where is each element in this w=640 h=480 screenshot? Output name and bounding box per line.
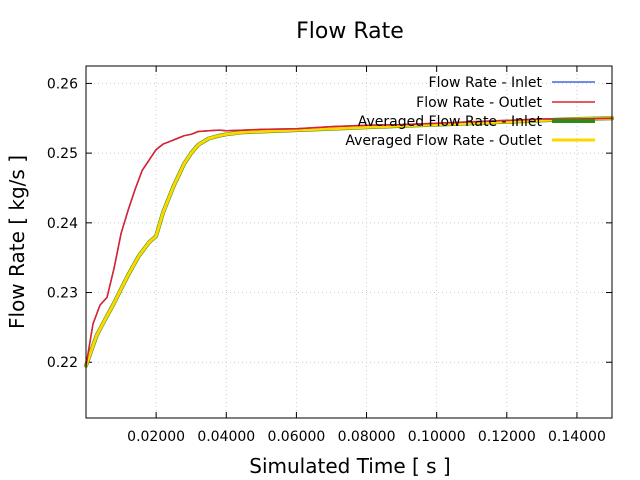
x-tick-label: 0.06000 bbox=[267, 429, 325, 445]
axis-ticks: 0.02000 0.04000 0.06000 0.08000 0.10000 0.120… bbox=[47, 66, 612, 445]
legend-label: Averaged Flow Rate - Inlet bbox=[358, 114, 543, 130]
x-tick-label: 0.04000 bbox=[197, 429, 255, 445]
series-line-3 bbox=[84, 116, 614, 368]
series-lines bbox=[84, 116, 614, 368]
x-axis-label: Simulated Time [ s ] bbox=[249, 454, 450, 478]
x-tick-label: 0.02000 bbox=[127, 429, 185, 445]
legend-label: Flow Rate - Outlet bbox=[416, 95, 542, 111]
legend: Flow Rate - Inlet Flow Rate - Outlet Avera… bbox=[345, 75, 595, 149]
x-tick-label: 0.12000 bbox=[478, 429, 536, 445]
x-tick-label: 0.14000 bbox=[548, 429, 606, 445]
series-line-2 bbox=[85, 117, 613, 367]
x-tick-label: 0.10000 bbox=[408, 429, 466, 445]
chart-title: Flow Rate bbox=[296, 19, 404, 44]
plot-frame bbox=[85, 65, 613, 419]
legend-label: Flow Rate - Inlet bbox=[429, 75, 543, 91]
y-tick-label: 0.25 bbox=[47, 146, 78, 162]
series-line-4 bbox=[84, 116, 614, 368]
y-tick-label: 0.22 bbox=[47, 355, 78, 371]
x-tick-label: 0.08000 bbox=[338, 429, 396, 445]
y-axis-label: Flow Rate [ kg/s ] bbox=[5, 155, 29, 329]
series-line-1 bbox=[85, 117, 613, 367]
grid-lines bbox=[86, 66, 612, 418]
legend-label: Averaged Flow Rate - Outlet bbox=[345, 133, 542, 149]
y-tick-label: 0.24 bbox=[47, 216, 78, 232]
y-tick-label: 0.23 bbox=[47, 286, 78, 302]
y-tick-label: 0.26 bbox=[47, 76, 78, 92]
